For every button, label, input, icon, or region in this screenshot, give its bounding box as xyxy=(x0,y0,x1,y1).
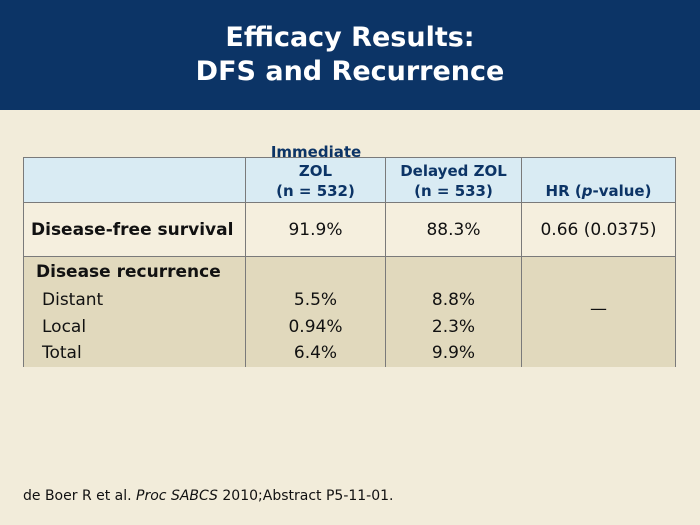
hr-post: -value) xyxy=(592,182,652,200)
total-immediate: 6.4% xyxy=(293,343,338,363)
header-immediate-zol-label: ZOL xyxy=(298,162,333,180)
citation-authors: de Boer R et al. xyxy=(23,488,137,504)
header-immediate-top: Immediate xyxy=(270,143,362,161)
recurrence-total-label: Total xyxy=(42,343,82,363)
table-row-recurrence: Disease recurrence Distant Local Total 5… xyxy=(24,257,675,367)
header-immediate-zol: ZOL (n = 532) xyxy=(246,158,386,202)
hr-pre: HR ( xyxy=(545,182,582,200)
header-delayed-zol: Delayed ZOL (n = 533) xyxy=(386,158,522,202)
citation-journal: Proc SABCS xyxy=(136,488,218,504)
header-empty xyxy=(24,158,246,202)
recurrence-labels: Disease recurrence Distant Local Total xyxy=(24,257,246,367)
header-hr: HR (p-value) xyxy=(522,158,675,202)
header-delayed-n: (n = 533) xyxy=(414,182,493,200)
title-line-2: DFS and Recurrence xyxy=(195,56,505,87)
header-immediate-n: (n = 532) xyxy=(276,182,355,200)
table-header-row: ZOL (n = 532) Delayed ZOL (n = 533) HR (… xyxy=(24,158,675,203)
dfs-label: Disease-free survival xyxy=(24,203,246,256)
title-line-1: Efficacy Results: xyxy=(225,22,475,53)
recurrence-local-label: Local xyxy=(42,317,87,337)
dfs-delayed: 88.3% xyxy=(386,203,522,256)
recurrence-label: Disease recurrence xyxy=(36,262,221,282)
results-table: ZOL (n = 532) Delayed ZOL (n = 533) HR (… xyxy=(23,157,676,367)
recurrence-immediate: 5.5% 0.94% 6.4% xyxy=(246,257,386,367)
header-hr-label: HR (p-value) xyxy=(522,182,675,200)
citation-details: 2010;Abstract P5-11-01. xyxy=(217,488,394,504)
dfs-immediate: 91.9% xyxy=(246,203,386,256)
total-delayed: 9.9% xyxy=(431,343,476,363)
hr-italic-p: p xyxy=(581,182,593,200)
citation: de Boer R et al. Proc SABCS 2010;Abstrac… xyxy=(23,488,394,504)
table-row-dfs: Disease-free survival 91.9% 88.3% 0.66 (… xyxy=(24,203,675,257)
local-delayed: 2.3% xyxy=(431,317,476,337)
recurrence-distant-label: Distant xyxy=(42,290,104,310)
recurrence-delayed: 8.8% 2.3% 9.9% xyxy=(386,257,522,367)
distant-immediate: 5.5% xyxy=(293,290,338,310)
recurrence-hr: — xyxy=(522,257,675,367)
title-banner: Efficacy Results: DFS and Recurrence xyxy=(0,0,700,110)
recurrence-hr-dash: — xyxy=(590,299,607,319)
dfs-hr: 0.66 (0.0375) xyxy=(540,219,657,240)
distant-delayed: 8.8% xyxy=(431,290,476,310)
local-immediate: 0.94% xyxy=(288,317,343,337)
header-delayed-zol-label: Delayed ZOL xyxy=(400,162,507,180)
